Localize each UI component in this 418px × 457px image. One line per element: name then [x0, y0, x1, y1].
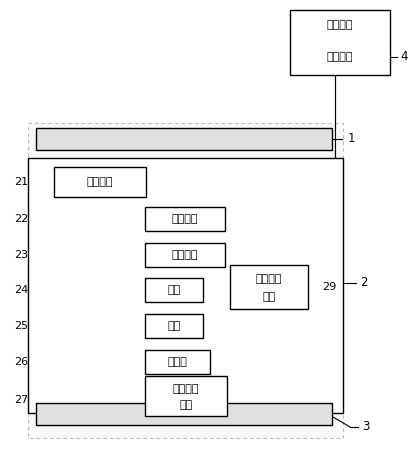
Text: 2: 2 — [360, 276, 367, 289]
Bar — [230, 265, 308, 309]
Text: 22: 22 — [14, 214, 28, 224]
Bar — [145, 350, 210, 374]
Text: 警报器: 警报器 — [167, 357, 187, 367]
Text: 24: 24 — [14, 285, 28, 295]
Text: 显示单元: 显示单元 — [172, 250, 198, 260]
Bar — [145, 278, 203, 302]
Text: 21: 21 — [14, 177, 28, 187]
Text: 23: 23 — [14, 250, 28, 260]
Text: 26: 26 — [14, 357, 28, 367]
Bar — [54, 167, 146, 197]
Text: 电源: 电源 — [167, 285, 181, 295]
Bar — [145, 376, 227, 416]
Text: 1: 1 — [348, 133, 355, 145]
Bar — [290, 10, 390, 75]
Text: 开关: 开关 — [167, 321, 181, 331]
Bar — [36, 403, 332, 425]
Text: 单元: 单元 — [263, 292, 275, 302]
Text: 操作单元: 操作单元 — [327, 20, 353, 30]
Text: 27: 27 — [14, 395, 28, 405]
Text: 29: 29 — [322, 282, 336, 292]
Text: 3: 3 — [362, 420, 370, 434]
Bar — [145, 207, 225, 231]
Text: 单元: 单元 — [179, 400, 193, 410]
Bar — [36, 128, 332, 150]
Text: 智能终端: 智能终端 — [327, 52, 353, 62]
Text: 25: 25 — [14, 321, 28, 331]
Text: 无线单元: 无线单元 — [172, 214, 198, 224]
Text: 温度传感: 温度传感 — [173, 384, 199, 394]
Bar — [145, 314, 203, 338]
Bar — [145, 243, 225, 267]
Text: 启动感应: 启动感应 — [256, 274, 282, 284]
Bar — [28, 123, 343, 438]
Text: 4: 4 — [400, 51, 408, 64]
Text: 控制中心: 控制中心 — [87, 177, 113, 187]
Bar — [28, 158, 343, 413]
